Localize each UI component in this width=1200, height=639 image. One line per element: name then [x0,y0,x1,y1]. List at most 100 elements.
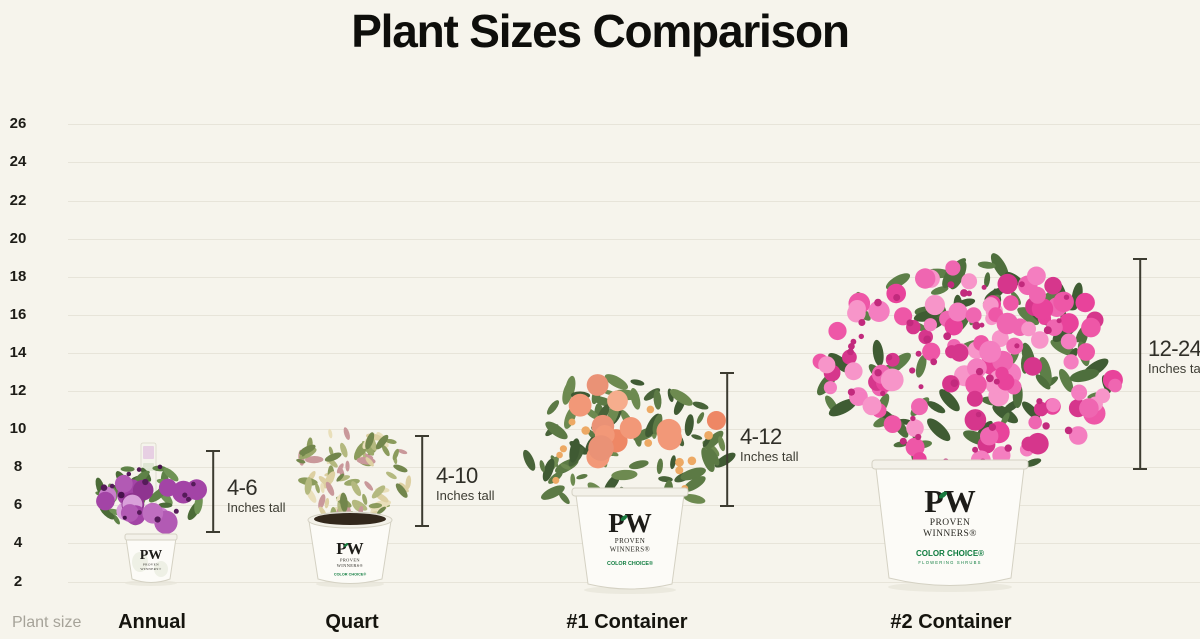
pw-logo-text: PW [140,548,163,563]
leaves-dot [397,449,408,455]
flowers-dot [945,260,961,276]
flowers-dot [656,418,682,444]
flowers-dot [706,411,726,430]
flowers-dot [619,417,642,439]
flowers-dot [924,294,945,316]
centers-dot [568,418,576,426]
leaves-dot [545,421,568,440]
flowers-dot [966,390,983,407]
y-tick-label: 18 [9,267,27,285]
pw-logo-text: PW [924,483,976,519]
leaves-dot [930,286,949,295]
centers-dot [173,508,179,514]
leaves-dot [377,506,386,515]
leaves-dot [542,458,555,482]
centers-dot [126,471,132,477]
leaves-dot [546,400,560,415]
centers-dot [1043,326,1052,335]
flowers-dot [922,342,941,361]
flowers-dot [1079,398,1099,418]
leaves-dot [828,398,857,417]
plant-image-2-container: PW PROVEN WINNERS® COLOR CHOICE® FLOWERI… [812,253,1128,593]
centers-dot [899,437,907,445]
leaves-dot [718,436,726,452]
gridline [68,314,1200,316]
leaves-dot [304,477,312,495]
gridline [68,238,1200,240]
height-annotation-1-container: 4-12 Inches tall [740,425,799,465]
centers-dot [704,431,713,440]
leaves-dot [669,389,693,406]
flowers-dot [568,393,592,417]
y-tick-label: 2 [13,572,23,590]
flowers-dot [906,419,924,437]
flowers-dot [915,268,936,289]
brand-proven: PROVEN [930,518,970,528]
flowers-dot [1075,292,1095,313]
flowers-dot [948,302,968,322]
height-bracket-1-container [720,372,734,507]
flowers-dot [96,491,115,511]
leaves-dot [523,449,536,471]
leaves-dot [336,473,345,482]
centers-dot [581,426,590,435]
flowers-dot [905,437,925,457]
leaves-dot [351,500,360,512]
flowers-dot [848,300,866,318]
flowers-dot [1027,266,1046,286]
height-bracket-quart [415,435,429,527]
centers-dot [644,439,653,447]
y-tick-label: 20 [9,229,27,247]
rose-blooms [568,374,726,469]
color-choice-badge: COLOR CHOICE® [916,549,984,558]
flowers-dot [965,307,982,324]
leaves-dot [984,272,991,288]
flowers-dot [868,300,890,322]
centers-dot [1004,444,1012,452]
leaves-dot [683,494,706,504]
centers-dot [960,289,968,297]
centers-dot [1042,422,1050,430]
flowers-dot [1046,398,1061,413]
leaves-dot [629,460,649,470]
flowers-dot [114,474,133,493]
leaves-dot [1035,374,1051,390]
centers-dot [988,423,997,431]
height-caption: Inches tall [227,500,286,515]
leaves-dot [683,476,706,492]
flowers-dot [586,374,609,396]
leaves-dot [706,447,720,466]
height-range: 4-6 [227,475,258,500]
centers-dot [943,332,952,341]
centers-dot [100,484,108,491]
leaves-dot [368,503,383,509]
leaves-dot [1050,339,1076,356]
nursery-pot: PW PROVEN WINNERS® COLOR CHOICE® [307,511,393,584]
leaves-dot [405,475,412,490]
centers-dot [909,367,916,374]
gridline [68,352,1200,354]
leaves-dot [357,448,367,457]
leaves-dot [315,483,320,494]
leaves-dot [1021,401,1041,420]
plant-image-annual: PW PROVEN WINNERS® [85,437,215,587]
flowers-dot [997,273,1018,294]
centers-dot [142,478,149,486]
category-label-quart: Quart [325,611,379,633]
brand-winners: WINNERS® [337,563,364,568]
category-label-1-container: #1 Container [566,611,688,633]
chart-title: Plant Sizes Comparison [351,5,850,57]
centers-dot [1014,343,1020,349]
bracket-line [421,435,423,527]
plant-image-1-container: PW PROVEN WINNERS® COLOR CHOICE® [515,357,750,594]
centers-dot [646,405,655,414]
leaves-dot [343,427,350,440]
centers-dot [979,322,985,328]
leaves-dot [325,481,335,496]
leaves-dot [696,412,705,424]
pw-logo-text: PW [336,539,363,558]
flowers-dot [1021,321,1036,337]
y-tick-label: 24 [9,153,27,171]
leaves-dot [340,442,348,458]
centers-dot [687,456,697,466]
